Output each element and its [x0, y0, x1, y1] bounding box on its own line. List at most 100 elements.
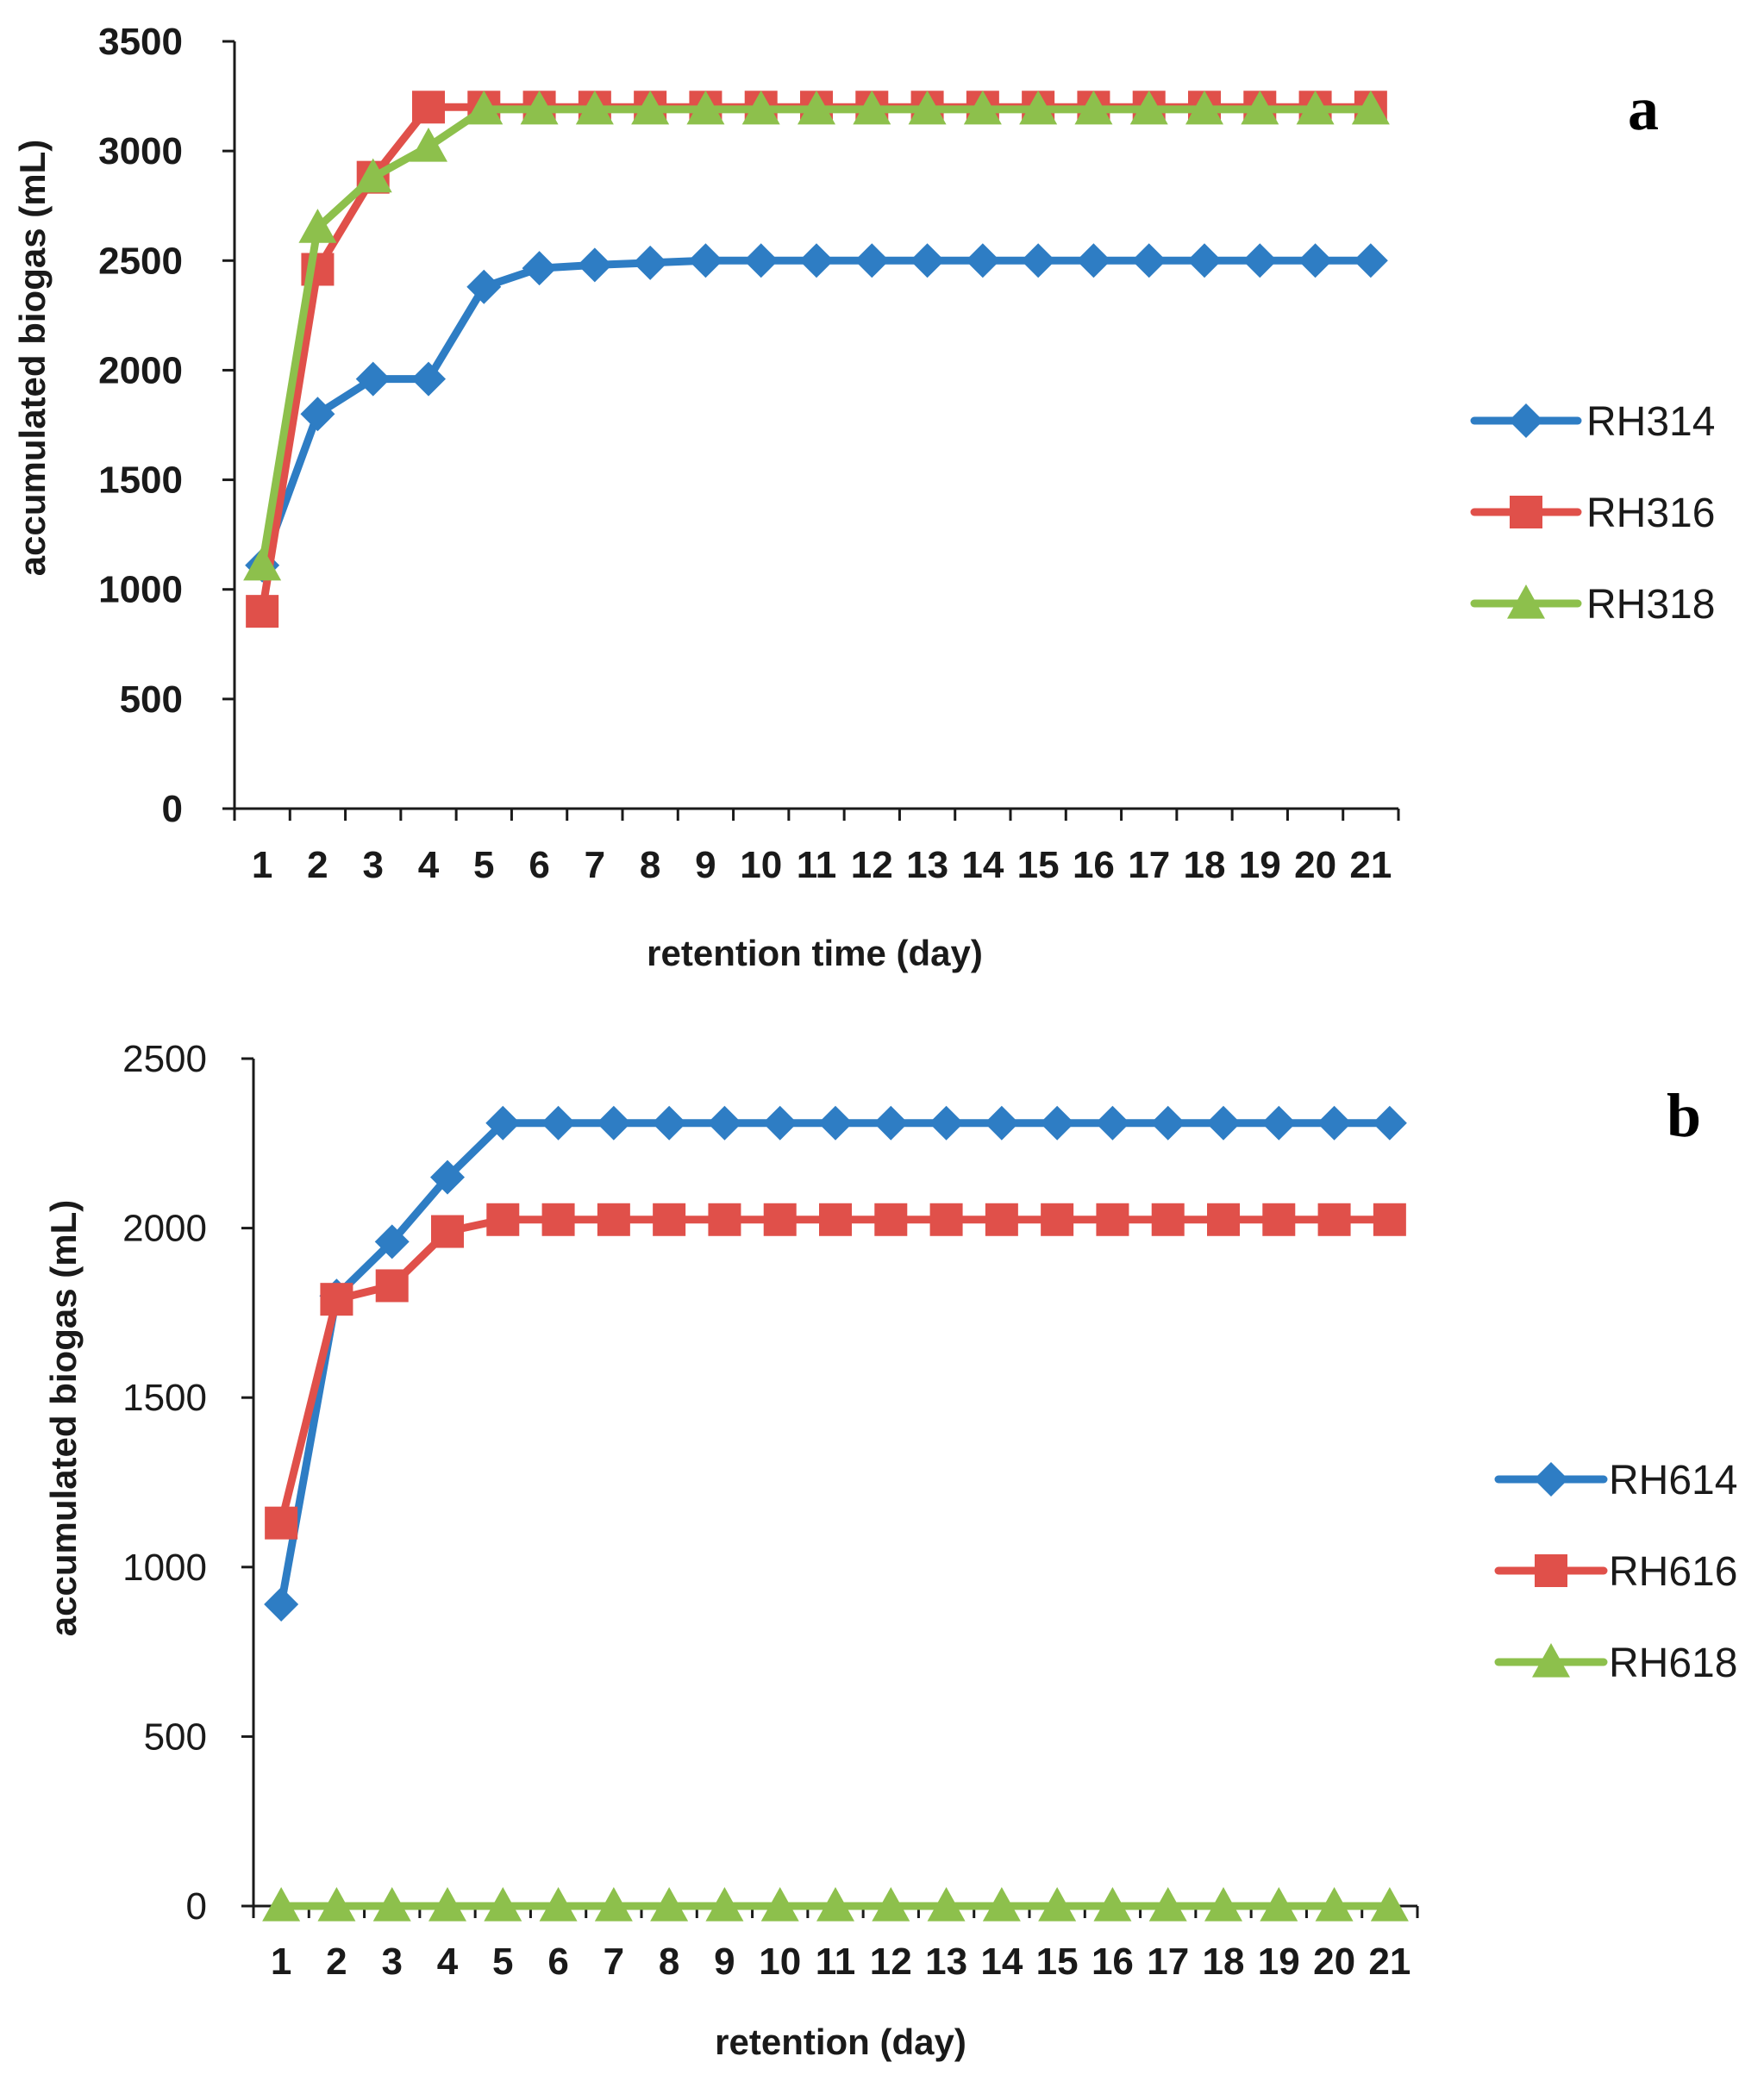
data-point-RH318	[1351, 90, 1390, 125]
panel-b-x-tick-label: 20	[1313, 1941, 1355, 1983]
panel-a-x-tick-label: 18	[1184, 844, 1226, 886]
data-point-RH616	[375, 1269, 409, 1303]
legend-item-RH316: RH316	[1470, 491, 1715, 536]
legend-marker-RH314	[1509, 403, 1543, 438]
panel-b-x-tick-label: 1	[271, 1941, 291, 1983]
panel-a-y-tick-label: 2000	[98, 349, 183, 391]
panel-b-x-tick-label: 19	[1258, 1941, 1300, 1983]
data-point-RH618	[1204, 1887, 1242, 1922]
panel-a-y-tick-label: 2500	[98, 240, 183, 282]
data-point-RH318	[353, 158, 392, 193]
data-point-RH618	[816, 1887, 854, 1922]
data-point-RH314	[1353, 243, 1388, 278]
data-point-RH616	[320, 1283, 353, 1316]
panel-a-x-tick-label: 13	[906, 844, 948, 886]
data-point-RH318	[963, 90, 1002, 125]
panel-a-series	[243, 90, 1390, 628]
panel-b-x-tick-label: 4	[437, 1941, 459, 1983]
data-point-RH618	[1148, 1887, 1187, 1922]
data-point-RH614	[929, 1105, 964, 1141]
panel-b-x-tick-label: 21	[1368, 1941, 1411, 1983]
data-point-RH618	[1315, 1887, 1354, 1922]
panel-a-legend: RH314 RH316 RH318	[1470, 399, 1715, 628]
data-point-RH616	[708, 1203, 741, 1236]
panel-a-x-tick-label: 17	[1128, 844, 1170, 886]
panel-b-x-tick-label: 14	[980, 1941, 1023, 1983]
data-point-RH314	[1298, 243, 1333, 278]
data-point-RH318	[243, 546, 282, 581]
legend-item-RH614: RH614	[1494, 1458, 1737, 1503]
panel-b-y-tick-label: 2500	[122, 1038, 207, 1080]
panel-b-legend: RH614 RH616 RH618	[1494, 1458, 1737, 1686]
data-point-RH618	[594, 1887, 633, 1922]
data-point-RH618	[927, 1887, 966, 1922]
data-point-RH616	[486, 1203, 520, 1236]
panel-a-y-tick-label: 500	[120, 678, 183, 721]
legend-label-RH616: RH616	[1609, 1549, 1737, 1595]
data-point-RH614	[596, 1105, 631, 1141]
data-point-RH616	[431, 1215, 464, 1248]
panel-a-x-tick-label: 11	[797, 844, 837, 886]
panel-b-x-tick-label: 12	[870, 1941, 912, 1983]
data-point-RH616	[1096, 1203, 1129, 1236]
data-point-RH614	[818, 1105, 853, 1141]
panel-b-series	[262, 1105, 1409, 1922]
data-point-RH314	[1187, 243, 1222, 278]
data-point-RH314	[854, 243, 890, 278]
panel-b-x-tick-label: 17	[1147, 1941, 1189, 1983]
data-point-RH614	[873, 1105, 909, 1141]
data-point-RH618	[372, 1887, 411, 1922]
data-point-RH318	[908, 90, 947, 125]
panel-b-x-tick-label: 8	[659, 1941, 679, 1983]
panel-a-x-tick-label: 12	[851, 844, 893, 886]
data-point-RH616	[929, 1203, 963, 1236]
legend-marker-RH316	[1510, 496, 1542, 528]
data-point-RH314	[466, 269, 502, 304]
data-point-RH318	[1019, 90, 1058, 125]
panel-a-x-tick-label: 7	[585, 844, 605, 886]
panel-b-y-axis-label: accumulated biogas (mL)	[43, 1200, 84, 1636]
data-point-RH614	[1206, 1105, 1241, 1141]
legend-marker-RH616	[1535, 1554, 1567, 1587]
data-point-RH616	[1041, 1203, 1074, 1236]
data-point-RH614	[1261, 1105, 1297, 1141]
panel-b-y-tick-label: 2000	[122, 1208, 207, 1250]
data-point-RH318	[853, 90, 891, 125]
data-point-RH616	[1207, 1203, 1240, 1236]
data-point-RH618	[760, 1887, 799, 1922]
panel-b-x-tick-label: 7	[604, 1941, 624, 1983]
panel-b-y-tick-label: 1500	[122, 1377, 207, 1419]
legend-item-RH616: RH616	[1494, 1549, 1737, 1595]
panel-a-y-tick-label: 1000	[98, 569, 183, 611]
data-point-RH618	[1260, 1887, 1298, 1922]
panel-b-y-tick-label: 0	[186, 1885, 207, 1928]
panel-b-x-tick-label: 18	[1203, 1941, 1245, 1983]
panel-b-x-tick-label: 9	[714, 1941, 735, 1983]
data-point-RH616	[653, 1203, 686, 1236]
data-point-RH318	[686, 90, 725, 125]
panel-a-x-tick-label: 14	[961, 844, 1004, 886]
series-RH314	[245, 243, 1388, 583]
data-point-RH614	[1317, 1105, 1352, 1141]
panel-b-letter: b	[1667, 1081, 1701, 1150]
data-point-RH614	[430, 1159, 465, 1195]
panel-b-x-axis-label: retention (day)	[715, 2022, 966, 2062]
data-point-RH614	[541, 1105, 576, 1141]
data-point-RH318	[1296, 90, 1335, 125]
data-point-RH614	[1372, 1105, 1407, 1141]
panel-a-y-tick-label: 0	[162, 788, 183, 830]
panel-a-x-tick-label: 4	[418, 844, 440, 886]
data-point-RH616	[1262, 1203, 1296, 1236]
data-point-RH314	[522, 251, 557, 286]
legend-label-RH614: RH614	[1609, 1458, 1737, 1503]
data-point-RH314	[1131, 243, 1167, 278]
data-point-RH314	[633, 245, 668, 280]
data-point-RH316	[412, 91, 445, 124]
panel-b-x-tick-label: 3	[381, 1941, 402, 1983]
legend-marker-RH618	[1532, 1643, 1570, 1678]
data-point-RH614	[1095, 1105, 1130, 1141]
panel-b-y-tick-label: 1000	[122, 1547, 207, 1589]
series-RH618	[262, 1887, 1409, 1922]
